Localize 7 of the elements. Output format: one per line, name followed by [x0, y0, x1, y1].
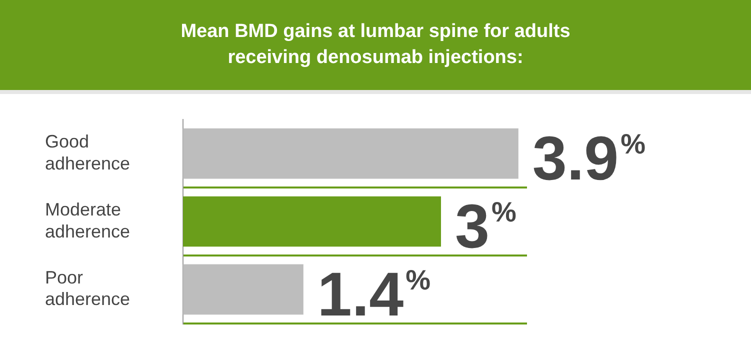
y-tick-label: Good adherence: [45, 132, 130, 174]
y-tick-label: Moderate adherence: [45, 200, 130, 242]
chart-title: Mean BMD gains at lumbar spine for adults receiving denosumab injections:: [180, 20, 572, 70]
y-tick-label: Poor adherence: [45, 268, 130, 310]
data-label: 3.9%: [532, 124, 646, 194]
data-label: 1.4%: [317, 260, 431, 330]
data-label: 3%: [455, 192, 516, 262]
